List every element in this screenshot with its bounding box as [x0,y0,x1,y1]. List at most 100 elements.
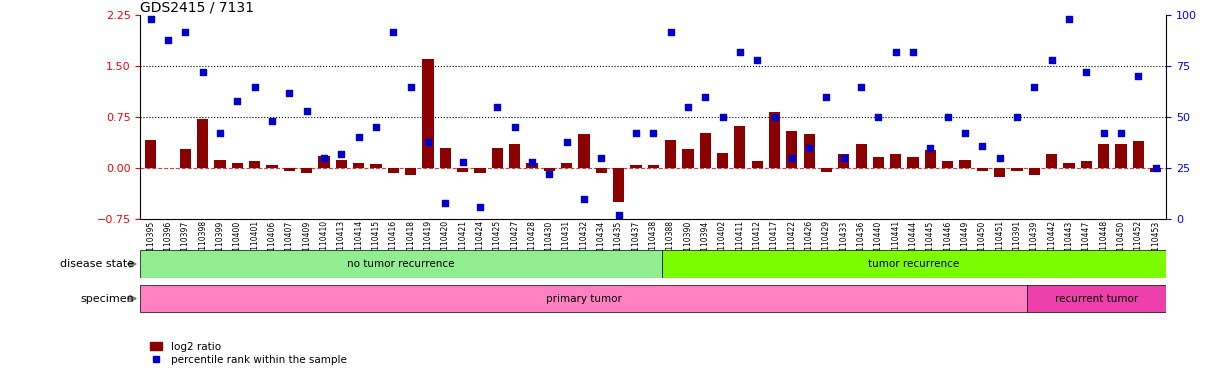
Point [730,49,750,55]
Point [886,49,906,55]
Bar [145,139,156,168]
Point [1094,130,1114,136]
Point [591,155,610,161]
Bar [960,160,971,168]
Point [1042,57,1061,63]
Text: GDS2415 / 7131: GDS2415 / 7131 [140,0,254,14]
Bar [1115,144,1127,168]
Bar [302,168,313,174]
Bar [943,161,954,168]
Point [921,145,940,151]
Bar [630,165,641,168]
Point [1024,84,1044,90]
Bar [232,162,243,168]
Point [176,28,195,35]
Point [678,104,697,110]
Bar [838,154,850,168]
Text: no tumor recurrence: no tumor recurrence [348,259,455,269]
Bar [662,250,1166,278]
Bar [353,163,364,168]
Bar [266,165,277,168]
Point [713,114,733,120]
Bar [543,168,554,171]
Point [1111,130,1131,136]
Bar [457,168,469,172]
Point [314,155,333,161]
Bar [388,168,399,174]
Point [470,204,490,210]
Point [643,130,663,136]
Point [800,145,819,151]
Point [574,195,593,202]
Point [193,69,212,75]
Point [1145,165,1165,171]
Point [332,151,352,157]
Point [142,17,161,23]
Text: recurrent tumor: recurrent tumor [1055,293,1138,304]
Bar [596,168,607,173]
Bar [907,157,918,168]
Point [609,212,629,218]
Bar [856,144,867,168]
Point [297,108,316,114]
Point [245,84,265,90]
Point [419,139,438,145]
Bar [683,149,694,168]
Bar [179,149,192,168]
Point [868,114,888,120]
Bar [769,113,780,168]
Point [626,130,646,136]
Point [1077,69,1096,75]
Bar [336,160,347,168]
Bar [890,154,901,168]
Bar [140,250,662,278]
Bar [370,164,382,168]
Bar [249,161,260,168]
Point [263,118,282,124]
Bar [700,133,711,168]
Point [523,159,542,165]
Bar [1063,162,1074,168]
Point [851,84,871,90]
Text: tumor recurrence: tumor recurrence [868,259,960,269]
Point [764,114,784,120]
Point [990,155,1010,161]
Bar [197,119,209,168]
Point [487,104,507,110]
Bar [492,148,503,168]
Point [817,94,836,100]
Bar [215,160,226,168]
Point [159,37,178,43]
Bar [283,168,295,171]
Bar [560,162,573,168]
Bar [1011,168,1023,171]
Point [366,124,386,131]
Bar [509,144,520,168]
Bar [647,165,659,168]
Bar [1133,141,1144,168]
Point [1128,73,1148,79]
Bar [579,134,590,168]
Point [540,171,559,177]
Point [973,142,993,149]
Point [1060,17,1079,23]
Point [349,134,369,141]
Point [400,84,420,90]
Bar [786,131,797,168]
Text: disease state: disease state [60,259,134,269]
Point [210,130,230,136]
Bar [1098,144,1110,168]
Bar [717,153,728,168]
Point [783,155,802,161]
Point [557,139,576,145]
Point [938,114,957,120]
Bar [526,162,537,168]
Legend: log2 ratio, percentile rank within the sample: log2 ratio, percentile rank within the s… [145,338,350,369]
Bar [977,168,988,171]
Bar [1029,168,1040,175]
Bar [613,168,624,202]
Bar [1027,285,1166,313]
Bar [994,168,1005,177]
Point [696,94,716,100]
Bar [319,156,330,168]
